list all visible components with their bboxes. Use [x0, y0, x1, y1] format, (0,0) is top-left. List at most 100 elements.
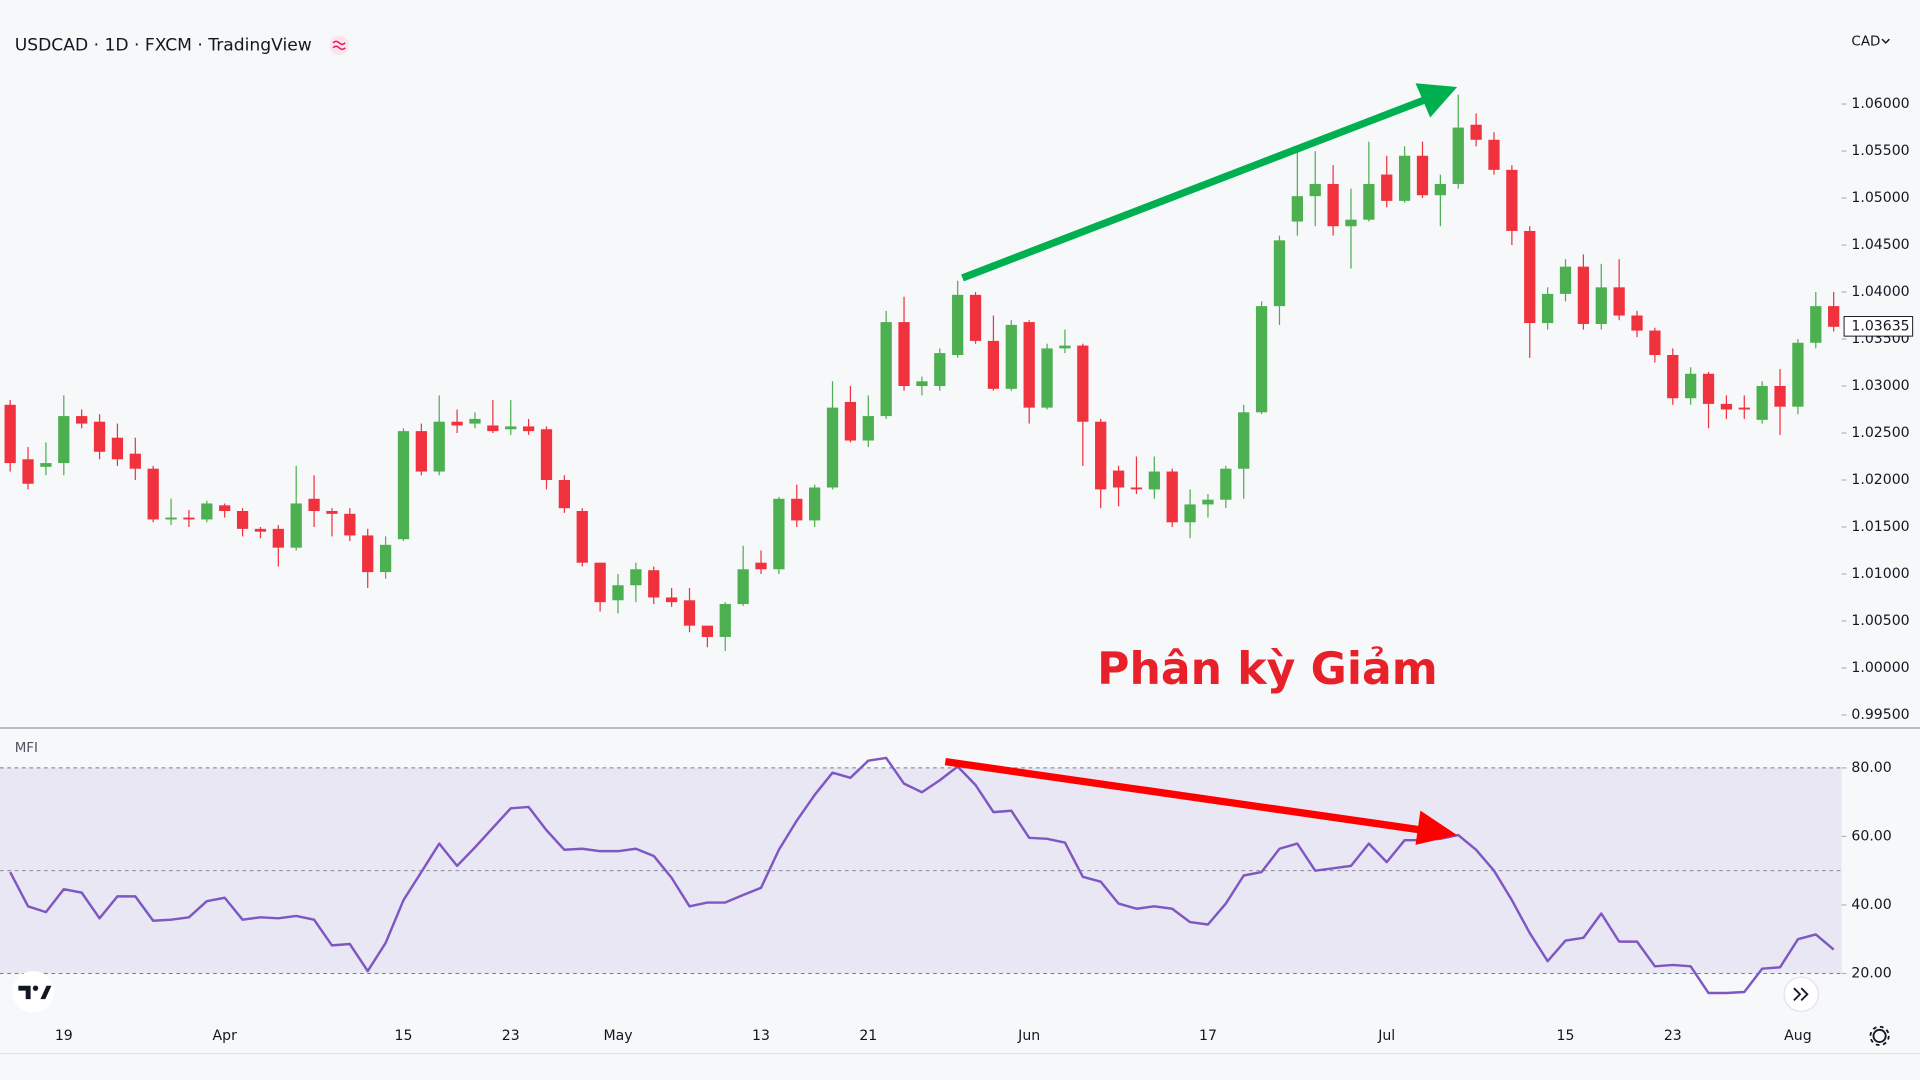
candle-body [1416, 155, 1429, 196]
candle-body [1792, 342, 1804, 407]
candle-body [1309, 183, 1321, 197]
candle-body [987, 340, 1000, 389]
x-tick-label: Aug [1784, 1028, 1812, 1044]
candle-body [272, 528, 284, 548]
candle-body [93, 421, 106, 452]
y-tick-label: 1.05500 [1851, 143, 1909, 159]
x-tick-label: Apr [213, 1028, 238, 1044]
indicator-label: MFI [15, 741, 38, 756]
candle-body [1631, 315, 1643, 331]
x-tick-label: 23 [1664, 1028, 1682, 1044]
candle-body [737, 569, 749, 605]
candle-body [612, 585, 624, 601]
axes: 0.99500 1.00000 1.00500 1.01000 1.01500 1.020… [55, 96, 1914, 1044]
candle-body [755, 562, 767, 570]
candle-body [1559, 266, 1572, 294]
candle-body [505, 426, 517, 430]
candle-body [1202, 499, 1214, 505]
candle-body [1327, 183, 1339, 227]
currency-label[interactable]: CAD [1851, 35, 1880, 50]
candle-body [326, 511, 338, 514]
candle-body [290, 503, 302, 548]
candle-body [469, 418, 481, 424]
y-tick-label: 1.00500 [1851, 613, 1909, 629]
candle-body [129, 453, 141, 469]
candle-body [1810, 306, 1822, 343]
candle-body [1095, 421, 1107, 490]
candle-body [844, 401, 857, 441]
divergence-annotation: Phân kỳ Giảm [1097, 644, 1438, 695]
candle-body [880, 322, 892, 417]
candle-body [1077, 345, 1089, 422]
candle-body [522, 426, 535, 432]
last-price-tag [1843, 316, 1914, 337]
candle-body [1381, 174, 1393, 201]
x-tick-label: 13 [752, 1028, 770, 1044]
y-tick-label: 80.00 [1851, 760, 1891, 776]
candle-body [1005, 324, 1017, 389]
candle-body [952, 294, 964, 355]
candle-body [1059, 345, 1071, 349]
candle-body [1774, 386, 1786, 407]
currency-dropdown[interactable] [1881, 38, 1890, 44]
candle-body [1363, 183, 1375, 220]
candle-body [147, 468, 159, 520]
candle-body [1649, 330, 1661, 355]
candle-body [1828, 306, 1840, 327]
candle-body [1452, 127, 1464, 184]
candle-body [1524, 230, 1536, 324]
candle-body [22, 459, 34, 484]
candle-body [1756, 386, 1768, 420]
candle-body [1130, 487, 1143, 490]
candle-body [1166, 471, 1178, 523]
candle-body [254, 528, 267, 532]
candle-body [1434, 183, 1446, 196]
candle-body [773, 498, 785, 570]
candle-body [934, 353, 946, 387]
tradingview-logo[interactable] [12, 971, 54, 1013]
candle-body [1291, 196, 1303, 222]
candle-body [58, 416, 70, 464]
candle-body [1595, 287, 1607, 324]
candle-body [433, 421, 445, 472]
symbol-title[interactable]: USDCAD · 1D · FXCM · TradingView [15, 35, 312, 55]
candle-body [862, 416, 874, 441]
candle-body [1273, 240, 1286, 307]
y-tick-label: 60.00 [1851, 828, 1891, 844]
candle-body [701, 625, 714, 637]
price-pane [4, 94, 1840, 652]
candle-body [1577, 266, 1590, 324]
data-provider-icon[interactable] [329, 35, 349, 56]
y-tick-label: 0.99500 [1851, 707, 1909, 723]
candle-body [1488, 139, 1500, 170]
candle-body [1148, 471, 1160, 490]
candle-body [111, 437, 124, 460]
green-arrow [961, 83, 1458, 282]
candle-body [1738, 407, 1750, 410]
y-tick-label: 20.00 [1851, 965, 1891, 981]
settings-button[interactable] [1869, 1025, 1890, 1047]
candle-body [1613, 287, 1625, 316]
candle-body [183, 517, 195, 520]
y-tick-label: 1.01000 [1851, 566, 1909, 582]
y-tick-label: 1.06000 [1851, 96, 1909, 112]
mfi-pane [0, 756, 1842, 995]
candle-body [1506, 169, 1518, 231]
x-tick-label: 17 [1199, 1028, 1217, 1044]
y-tick-label: 1.04000 [1851, 284, 1909, 300]
y-tick-label: 1.03000 [1851, 378, 1909, 394]
candle-body [397, 431, 410, 540]
y-tick-label: 40.00 [1851, 897, 1891, 913]
candle-body [594, 562, 606, 603]
candle-body [1702, 373, 1715, 404]
scroll-to-realtime-button[interactable] [1783, 976, 1819, 1013]
x-tick-label: May [603, 1028, 632, 1044]
candle-body [362, 535, 374, 573]
candle-body [558, 479, 570, 509]
y-tick-label: 1.01500 [1851, 519, 1909, 535]
candle-body [1720, 403, 1733, 410]
candle-body [1345, 219, 1357, 227]
y-tick-label: 1.05000 [1851, 190, 1909, 206]
